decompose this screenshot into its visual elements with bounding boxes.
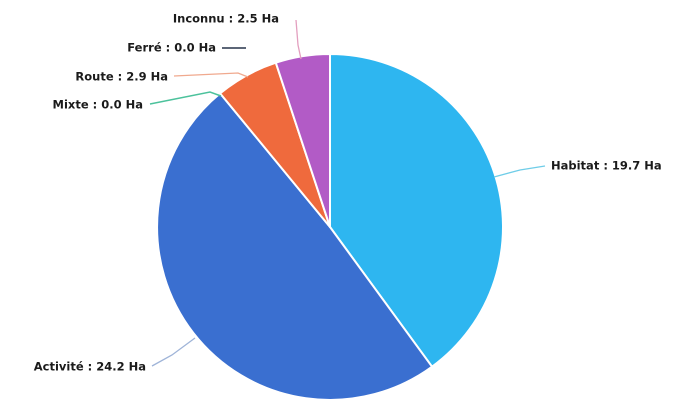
- pie-slices: [156, 53, 504, 401]
- connector-inconnu: [295, 19, 302, 60]
- label-route: Route : 2.9 Ha: [75, 70, 168, 84]
- connector-activite: [151, 337, 196, 367]
- label-activite: Activité : 24.2 Ha: [34, 360, 146, 374]
- label-connectors: [149, 19, 546, 367]
- connector-habitat: [493, 165, 546, 178]
- slice-inconnu: [274, 53, 331, 228]
- connector-route: [173, 72, 249, 78]
- label-habitat: Habitat : 19.7 Ha: [551, 159, 662, 173]
- label-mixte: Mixte : 0.0 Ha: [53, 98, 143, 112]
- label-inconnu: Inconnu : 2.5 Ha: [173, 12, 279, 26]
- connector-mixte: [149, 91, 222, 105]
- slice-habitat: [329, 53, 504, 368]
- slice-labels: Habitat : 19.7 Ha Activité : 24.2 Ha Mix…: [34, 12, 662, 374]
- label-ferre: Ferré : 0.0 Ha: [127, 41, 216, 55]
- slice-activite: [156, 92, 434, 401]
